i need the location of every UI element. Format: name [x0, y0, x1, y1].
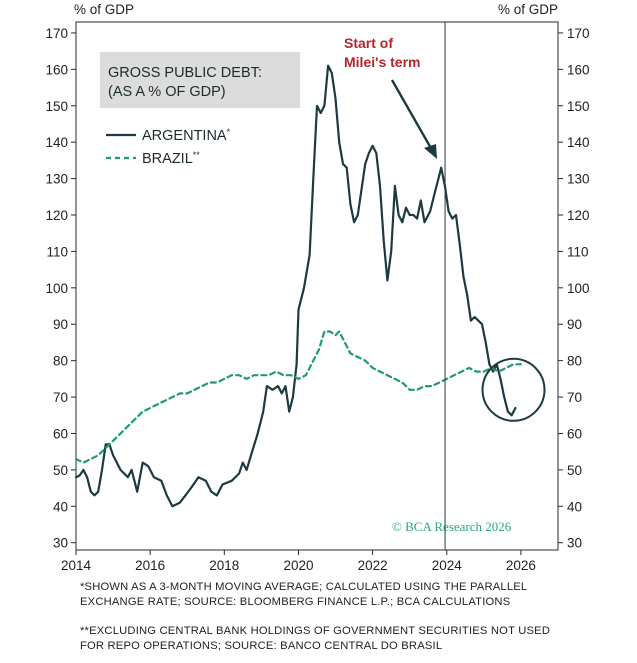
- y-tick-label-left-160: 160: [45, 62, 68, 77]
- annotation-term-line1: Start of: [344, 35, 393, 51]
- y-tick-label-right-150: 150: [567, 99, 590, 114]
- y-axis-unit-right: % of GDP: [498, 2, 559, 17]
- legend-name-brazil: BRAZIL: [142, 151, 193, 167]
- legend-marker-brazil: **: [193, 150, 201, 160]
- y-tick-label-left-100: 100: [45, 281, 68, 296]
- y-tick-label-left-80: 80: [53, 354, 68, 369]
- y-tick-label-left-70: 70: [53, 390, 68, 405]
- annotation-arrow-head: [424, 144, 437, 159]
- y-tick-label-left-120: 120: [45, 208, 68, 223]
- y-tick-label-right-60: 60: [567, 426, 582, 441]
- y-tick-label-left-140: 140: [45, 135, 68, 150]
- y-tick-label-right-100: 100: [567, 281, 590, 296]
- footnote-argentina: *SHOWN AS A 3-MONTH MOVING AVERAGE; CALC…: [80, 581, 527, 608]
- plot-frame: [75, 21, 559, 551]
- y-tick-label-right-110: 110: [567, 244, 589, 259]
- y-tick-label-right-140: 140: [567, 135, 590, 150]
- legend-name-argentina: ARGENTINA: [142, 128, 227, 144]
- y-tick-label-right-130: 130: [567, 172, 590, 187]
- y-tick-label-right-50: 50: [567, 463, 582, 478]
- y-tick-label-right-90: 90: [567, 317, 582, 332]
- y-tick-label-left-30: 30: [53, 536, 68, 551]
- chart-subtitle: (AS A % OF GDP): [108, 84, 226, 100]
- y-tick-label-left-170: 170: [45, 26, 68, 41]
- y-tick-label-right-80: 80: [567, 354, 582, 369]
- y-tick-label-right-70: 70: [567, 390, 582, 405]
- highlight-circle: [481, 357, 546, 422]
- annotation-arrow-shaft: [390, 79, 434, 151]
- x-tick-label-2018: 2018: [209, 558, 239, 573]
- y-tick-label-left-150: 150: [45, 99, 68, 114]
- watermark: © BCA Research 2026: [392, 519, 512, 534]
- legend-label-brazil: BRAZIL**: [142, 150, 200, 167]
- debt-chart: GROSS PUBLIC DEBT: (AS A % OF GDP) ARGEN…: [45, 21, 590, 573]
- series-line-brazil: [74, 330, 522, 464]
- y-tick-label-left-60: 60: [53, 426, 68, 441]
- y-tick-label-right-120: 120: [567, 208, 590, 223]
- annotation-term-line2: Milei's term: [344, 54, 420, 70]
- x-tick-label-2014: 2014: [61, 558, 92, 573]
- footnote-brazil: **EXCLUDING CENTRAL BANK HOLDINGS OF GOV…: [80, 625, 551, 652]
- y-tick-label-right-160: 160: [567, 62, 590, 77]
- y-tick-label-left-130: 130: [45, 172, 68, 187]
- legend-marker-argentina: *: [227, 127, 231, 137]
- x-tick-label-2026: 2026: [506, 558, 536, 573]
- y-tick-label-right-170: 170: [567, 26, 590, 41]
- y-tick-label-left-90: 90: [53, 317, 68, 332]
- y-tick-label-left-50: 50: [53, 463, 68, 478]
- series-line-argentina: [74, 64, 517, 508]
- y-tick-label-left-40: 40: [53, 499, 68, 514]
- x-tick-label-2020: 2020: [283, 558, 313, 573]
- y-tick-label-right-40: 40: [567, 499, 582, 514]
- chart-title: GROSS PUBLIC DEBT:: [108, 65, 262, 81]
- y-axis-unit-left: % of GDP: [74, 2, 135, 17]
- legend-label-argentina: ARGENTINA*: [142, 127, 231, 144]
- x-tick-label-2022: 2022: [358, 558, 388, 573]
- x-tick-label-2016: 2016: [135, 558, 165, 573]
- y-tick-label-right-30: 30: [567, 536, 582, 551]
- x-tick-label-2024: 2024: [432, 558, 463, 573]
- y-tick-label-left-110: 110: [46, 244, 68, 259]
- chart-title-box: [100, 52, 300, 108]
